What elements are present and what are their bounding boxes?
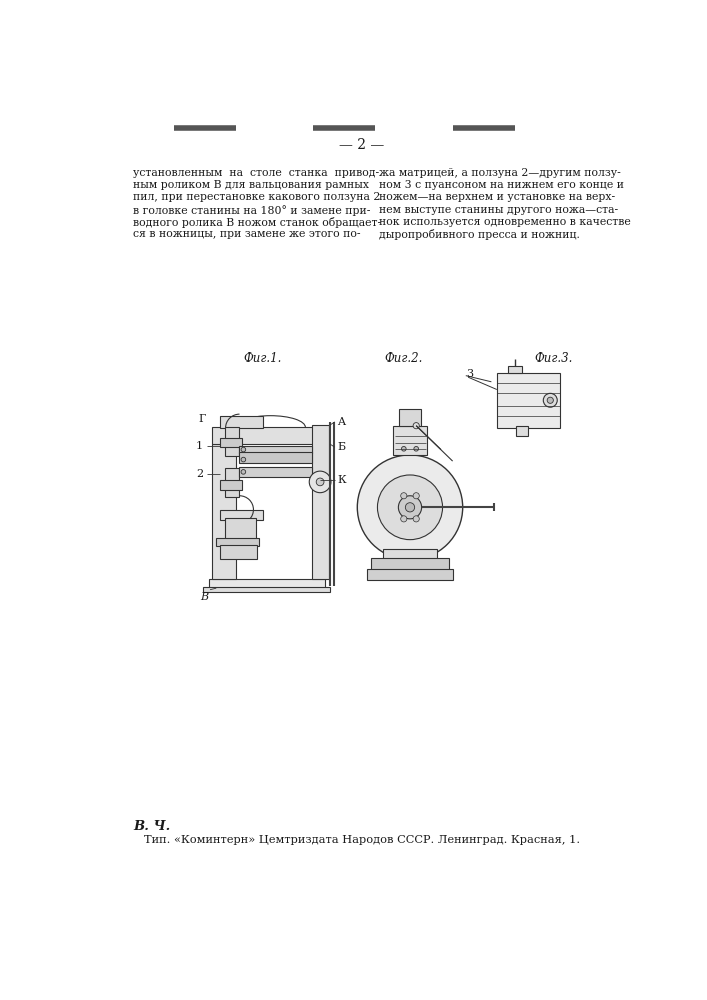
Circle shape [309,471,331,493]
Bar [368,569,452,580]
Circle shape [543,393,557,407]
Circle shape [241,457,246,462]
Text: нем выступе станины другого ножа—ста-: нем выступе станины другого ножа—ста- [379,205,618,215]
Bar [220,545,257,559]
Bar [216,538,259,546]
Text: ным роликом В для вальцования рамных: ным роликом В для вальцования рамных [134,180,369,190]
Text: Б: Б [337,442,345,452]
Bar [225,468,239,497]
Text: жа матрицей, а ползуна 2—другим ползу-: жа матрицей, а ползуна 2—другим ползу- [379,168,621,178]
Text: водного ролика В ножом станок обращает-: водного ролика В ножом станок обращает- [134,217,382,228]
Circle shape [401,493,407,499]
Bar [203,587,330,592]
Text: установленным  на  столе  станка  привод-: установленным на столе станка привод- [134,168,380,178]
Bar [497,373,561,428]
Bar [220,480,242,490]
Bar [239,466,312,477]
Bar [383,549,437,560]
Circle shape [398,496,421,519]
Circle shape [401,516,407,522]
Text: — 2 —: — 2 — [339,138,385,152]
Bar [239,446,312,453]
Circle shape [413,516,419,522]
Circle shape [414,446,419,451]
Text: Тип. «Коминтерн» Цемтриздата Народов СССР. Ленинград. Красная, 1.: Тип. «Коминтерн» Цемтриздата Народов ССС… [144,835,580,845]
Text: нок используется одновременно в качестве: нок используется одновременно в качестве [379,217,631,227]
Text: ножем—на верхнем и установке на верх-: ножем—на верхнем и установке на верх- [379,192,615,202]
Bar [220,510,263,520]
Bar [516,426,528,436]
Text: ном 3 с пуансоном на нижнем его конце и: ном 3 с пуансоном на нижнем его конце и [379,180,624,190]
Circle shape [402,446,406,451]
Bar [212,444,235,579]
Text: дыропробивного пресса и ножниц.: дыропробивного пресса и ножниц. [379,229,580,240]
Circle shape [378,475,443,540]
Text: Фиг.1.: Фиг.1. [244,352,282,365]
Circle shape [413,423,419,429]
Bar [312,425,329,579]
Bar [399,409,421,426]
Bar [225,518,256,541]
Bar [212,427,321,444]
Bar [239,452,312,463]
Bar [508,366,522,373]
Text: Г: Г [199,414,206,424]
Bar [220,416,263,428]
Text: 2: 2 [196,469,203,479]
Text: 3: 3 [466,369,473,379]
Text: Фиг.3.: Фиг.3. [534,352,573,365]
Circle shape [413,493,419,499]
Text: 1: 1 [196,441,203,451]
Bar [225,427,239,456]
Text: Фиг.2.: Фиг.2. [385,352,423,365]
Bar [393,426,427,455]
Text: A: A [337,417,345,427]
Circle shape [241,447,246,452]
Circle shape [241,470,246,474]
Text: пил, при перестановке какового ползуна 2: пил, при перестановке какового ползуна 2 [134,192,380,202]
Circle shape [547,397,554,403]
Text: в головке станины на 180° и замене при-: в головке станины на 180° и замене при- [134,205,370,216]
Bar [209,579,325,588]
Circle shape [316,478,324,486]
Text: В: В [200,592,209,602]
Circle shape [405,503,414,512]
Bar [220,438,242,447]
Text: К: К [337,475,346,485]
Bar [371,558,449,570]
Text: В. Ч.: В. Ч. [134,820,170,833]
Circle shape [357,455,462,560]
Text: ся в ножницы, при замене же этого по-: ся в ножницы, при замене же этого по- [134,229,361,239]
